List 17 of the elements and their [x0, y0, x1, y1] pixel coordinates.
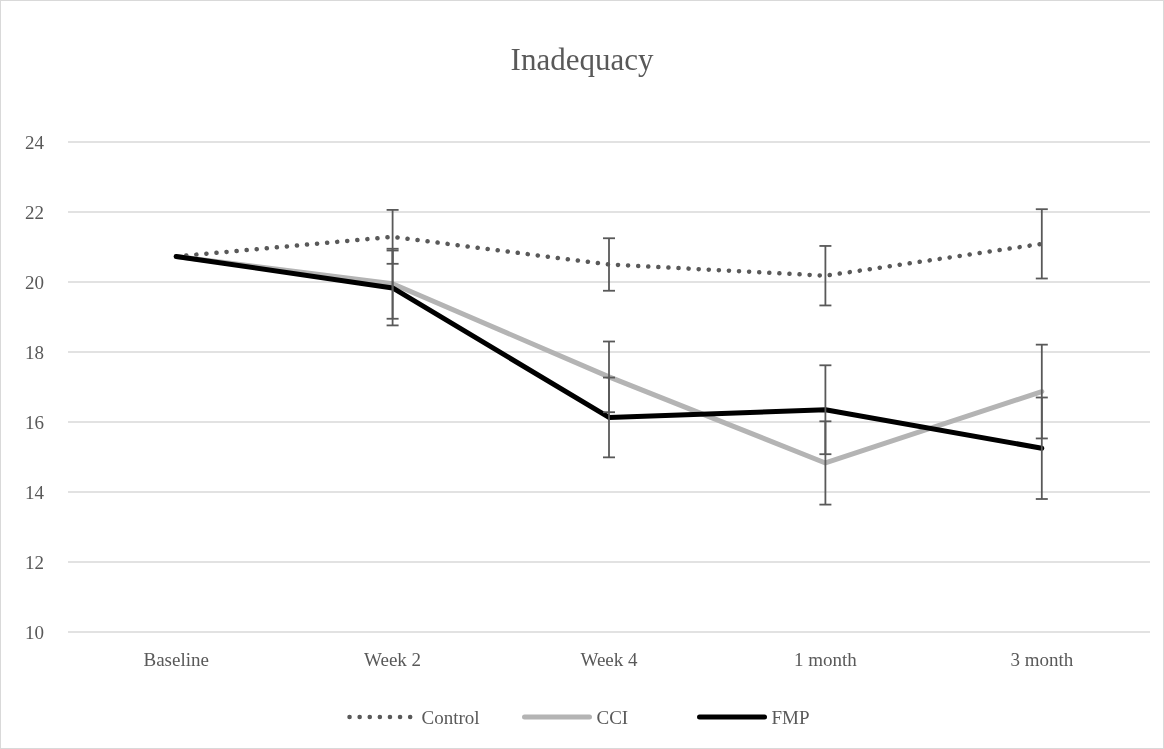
y-tick-label: 18: [25, 341, 44, 363]
y-tick-label: 12: [25, 551, 44, 573]
legend-label: FMP: [771, 706, 810, 728]
y-tick-label: 20: [25, 271, 44, 293]
x-tick-label: Week 4: [580, 649, 639, 670]
y-tick-label: 22: [25, 201, 44, 223]
legend-label: CCI: [596, 706, 629, 728]
y-tick-label: 10: [25, 621, 44, 643]
x-tick-label: Baseline: [143, 649, 209, 670]
x-tick-label: 1 month: [793, 649, 858, 670]
x-tick-label: Week 2: [364, 649, 422, 670]
y-tick-label: 24: [25, 131, 45, 153]
y-tick-label: 14: [25, 481, 45, 503]
y-tick-label: 16: [25, 411, 44, 433]
chart-title: Inadequacy: [510, 42, 654, 77]
x-tick-label: 3 month: [1010, 649, 1074, 670]
legend-label: Control: [421, 706, 480, 728]
